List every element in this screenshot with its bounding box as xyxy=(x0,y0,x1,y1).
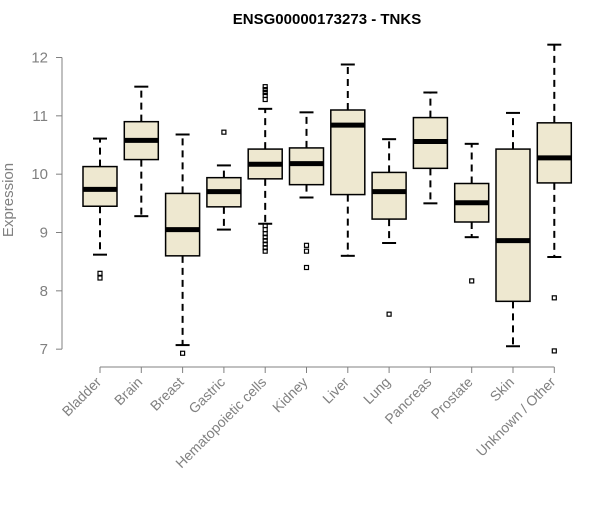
box-kidney xyxy=(288,111,325,271)
x-tick-label: Liver xyxy=(319,374,352,407)
outlier-point xyxy=(262,86,268,93)
boxes-group xyxy=(82,43,573,356)
box-body xyxy=(164,192,201,257)
box-hematopoietic-cells xyxy=(247,84,283,254)
box-body xyxy=(288,147,325,186)
x-tick-label: Breast xyxy=(147,374,187,414)
y-tick-label: 8 xyxy=(40,283,48,300)
outlier-point xyxy=(551,348,557,354)
x-tick-label: Brain xyxy=(111,374,145,408)
box-brain xyxy=(123,85,160,218)
outlier-point xyxy=(303,248,310,254)
box-liver xyxy=(330,63,366,257)
box-bladder xyxy=(82,137,118,281)
outlier-point xyxy=(551,295,557,301)
outlier-point xyxy=(97,270,103,276)
chart-title: ENSG00000173273 - TNKS xyxy=(233,11,421,28)
y-tick-label: 10 xyxy=(31,166,48,183)
box-body xyxy=(371,171,407,220)
x-tick-label: Kidney xyxy=(269,374,311,416)
box-skin xyxy=(495,111,531,348)
box-pancreas xyxy=(412,91,449,205)
x-tick-label: Bladder xyxy=(59,374,105,420)
box-body xyxy=(536,122,573,184)
outlier-point xyxy=(303,242,310,248)
outlier-point xyxy=(386,311,392,317)
outlier-point xyxy=(262,84,268,90)
y-tick-label: 7 xyxy=(40,341,48,358)
outlier-point xyxy=(97,275,103,281)
y-axis-label: Expression xyxy=(0,163,17,237)
outlier-point xyxy=(469,278,475,284)
box-body xyxy=(495,148,531,303)
outlier-point xyxy=(262,92,268,99)
x-tick-label: Skin xyxy=(487,374,518,405)
x-tick-label: Prostate xyxy=(428,374,476,422)
box-prostate xyxy=(453,142,490,284)
box-gastric xyxy=(206,129,242,231)
outlier-point xyxy=(180,350,186,356)
box-lung xyxy=(371,138,407,317)
outlier-point xyxy=(262,96,268,103)
box-body xyxy=(82,165,118,207)
y-axis: 7 8 9 10 11 12 xyxy=(31,50,63,358)
y-tick-label: 9 xyxy=(40,225,48,242)
outlier-point xyxy=(262,89,268,96)
outlier-point xyxy=(221,129,227,135)
x-tick-label: Lung xyxy=(360,374,393,407)
outlier-point xyxy=(303,264,310,271)
box-breast xyxy=(164,133,201,356)
outlier-point xyxy=(262,248,268,254)
y-tick-label: 11 xyxy=(32,108,48,125)
y-tick-label: 12 xyxy=(31,50,48,67)
box-unknown-other xyxy=(536,43,573,354)
outlier-point xyxy=(262,226,268,233)
